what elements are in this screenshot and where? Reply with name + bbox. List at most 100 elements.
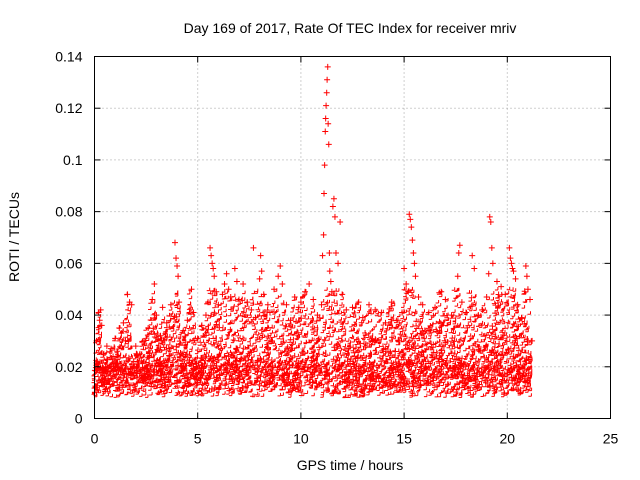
roti-point [221, 281, 228, 288]
roti-point [97, 306, 104, 313]
roti-point [326, 268, 333, 275]
roti-point [378, 309, 385, 316]
roti-point [339, 291, 346, 298]
roti-point [141, 337, 148, 344]
roti-point [219, 291, 226, 298]
roti-point [419, 301, 426, 308]
roti-point [523, 273, 530, 280]
roti-point [118, 330, 125, 337]
roti-point [510, 268, 517, 275]
x-tick-label: 10 [293, 431, 309, 447]
roti-point [297, 299, 304, 306]
x-tick-label: 0 [91, 431, 99, 447]
roti-point [151, 281, 158, 288]
roti-point [250, 244, 257, 251]
roti-point [425, 309, 432, 316]
roti-point [248, 306, 255, 313]
roti-point [479, 306, 486, 313]
roti-point [188, 286, 195, 293]
roti-point [233, 278, 240, 285]
grid-lines [94, 56, 611, 419]
y-tick-label: 0 [75, 411, 83, 427]
roti-point [101, 376, 108, 383]
x-tick-label: 5 [194, 431, 202, 447]
roti-point [322, 115, 329, 122]
roti-point [225, 286, 232, 293]
x-tick-label: 25 [603, 431, 619, 447]
roti-point [112, 335, 119, 342]
roti-point [412, 273, 419, 280]
roti-point [99, 368, 106, 375]
y-tick-label: 0.02 [55, 359, 82, 375]
data-points [92, 63, 536, 391]
roti-point [205, 299, 212, 306]
roti-point [227, 293, 234, 300]
roti-point [448, 312, 455, 319]
roti-point [524, 286, 531, 293]
roti-point [529, 337, 536, 344]
roti-point [493, 278, 500, 285]
roti-point [415, 293, 422, 300]
roti-point [257, 252, 264, 259]
roti-point [372, 306, 379, 313]
roti-point [180, 327, 187, 334]
roti-point [432, 304, 439, 311]
roti-point [508, 260, 515, 267]
roti-point [325, 120, 332, 127]
roti-point [116, 325, 123, 331]
roti-point [163, 319, 170, 326]
roti-point [157, 332, 164, 339]
roti-point [502, 291, 509, 298]
roti-point [332, 250, 339, 257]
roti-point [471, 265, 478, 272]
roti-point [325, 141, 332, 148]
roti-point [475, 312, 482, 319]
y-axis-label: ROTI / TECUs [6, 192, 22, 282]
roti-point [92, 384, 99, 391]
roti-point [283, 301, 290, 308]
roti-point [323, 102, 330, 109]
roti-point [324, 76, 331, 83]
roti-point [488, 244, 495, 251]
roti-point [103, 343, 110, 350]
roti-point [489, 260, 496, 267]
roti-point [406, 211, 413, 218]
roti-point [260, 291, 267, 298]
roti-point [252, 314, 259, 321]
roti-point [483, 293, 490, 300]
roti-point [110, 353, 117, 360]
roti-point [184, 317, 191, 324]
plot-frame [94, 56, 611, 419]
tick-labels: 0 0.02 0.04 0.06 0.08 0.1 0.12 0.14 0 5 10 15 20 25 [55, 49, 618, 447]
roti-point [211, 273, 218, 280]
roti-point [231, 265, 238, 272]
roti-point [145, 325, 152, 331]
roti-point [438, 288, 445, 295]
roti-point [527, 296, 534, 303]
roti-point [124, 291, 131, 298]
x-tick-label: 20 [500, 431, 516, 447]
roti-point [324, 63, 331, 70]
y-tick-label: 0.1 [63, 152, 83, 168]
roti-point [463, 309, 470, 316]
roti-point [235, 296, 242, 303]
roti-point [271, 286, 278, 293]
roti-point [407, 216, 414, 223]
roti-point [208, 252, 215, 259]
roti-point [321, 190, 328, 197]
roti-point [409, 237, 416, 244]
roti-point [108, 345, 115, 352]
roti-point [486, 213, 493, 220]
roti-point [327, 278, 334, 285]
roti-point [458, 299, 465, 306]
roti-point [522, 262, 529, 269]
roti-point [335, 260, 342, 267]
roti-point [408, 224, 415, 231]
roti-point [173, 255, 180, 262]
roti-point [215, 301, 222, 308]
roti-point [518, 314, 525, 321]
roti-point [401, 265, 408, 272]
roti-point [456, 242, 463, 249]
roti-point [176, 299, 183, 306]
roti-point [120, 319, 127, 326]
